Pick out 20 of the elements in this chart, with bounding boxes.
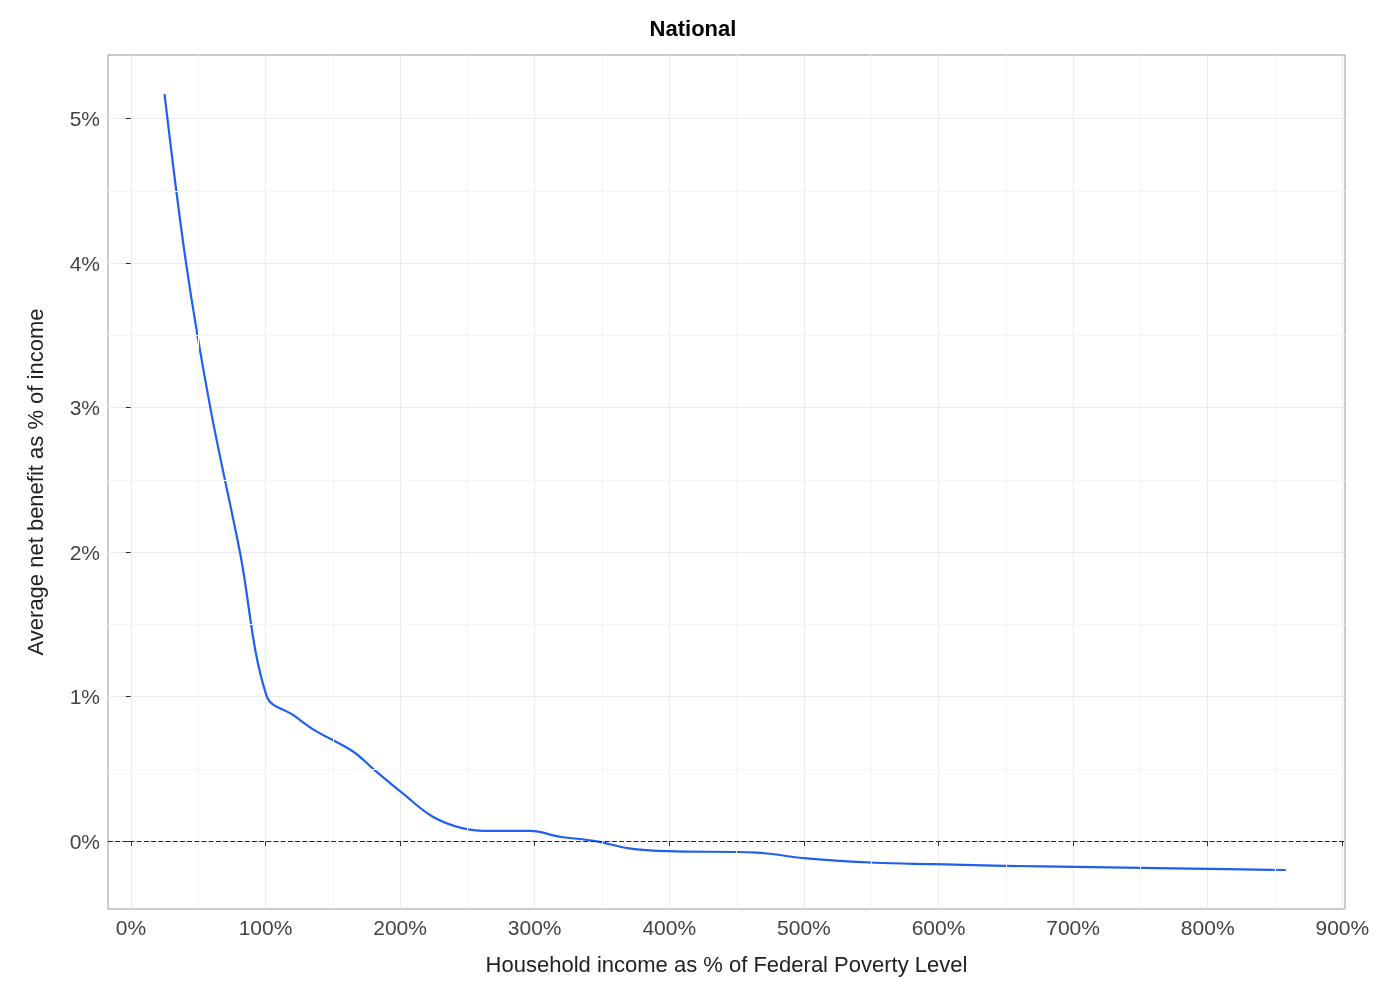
x-tick-label: 600% [911,916,966,939]
x-tick-label: 700% [1046,916,1100,939]
x-tick-label: 0% [115,916,147,939]
x-axis-title: Household income as % of Federal Poverty Level [485,951,968,977]
x-tick-label: 500% [777,916,831,939]
y-axis-title: Average net benefit as % of income [22,308,48,656]
chart-title: National [649,15,737,41]
x-tick-label: 300% [507,916,562,939]
x-tick-label: 400% [642,916,697,939]
y-tick-label: 2% [69,540,100,564]
y-tick-label: 1% [69,685,100,709]
y-tick-label: 5% [69,107,100,131]
x-tick-label: 200% [373,916,427,939]
y-tick-label: 4% [69,251,100,275]
line-series [163,92,1287,872]
y-tick-label: 0% [69,829,100,853]
y-tick-label: 3% [69,396,100,420]
x-tick-label: 800% [1180,916,1235,939]
x-tick-label: 100% [238,916,293,939]
x-tick-label: 900% [1315,916,1370,939]
